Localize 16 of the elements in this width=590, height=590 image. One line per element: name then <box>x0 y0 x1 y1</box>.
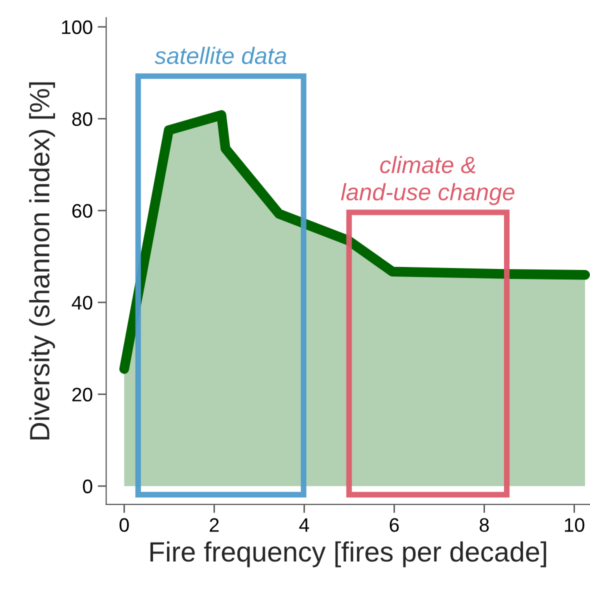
annotation: climate & land-use change <box>341 156 514 206</box>
x-tick-label: 6 <box>390 518 399 532</box>
x-tick-label: 10 <box>564 518 584 532</box>
x-tick-label: 2 <box>210 518 219 532</box>
y-tick-label: 80 <box>72 112 92 126</box>
x-axis-title: Fire frequency [fires per decade] <box>150 541 546 568</box>
y-tick-label: 0 <box>82 480 92 494</box>
y-axis-title: Diversity (shannon index) [%] <box>29 82 56 440</box>
annotation: satellite data <box>154 46 286 64</box>
y-tick-label: 100 <box>62 20 92 34</box>
x-tick-label: 0 <box>120 518 129 532</box>
y-tick-label: 20 <box>72 388 92 402</box>
y-tick-label: 60 <box>72 204 92 218</box>
x-tick-label: 4 <box>299 518 310 532</box>
y-tick-label: 40 <box>72 296 92 310</box>
x-tick-label: 8 <box>480 518 489 532</box>
